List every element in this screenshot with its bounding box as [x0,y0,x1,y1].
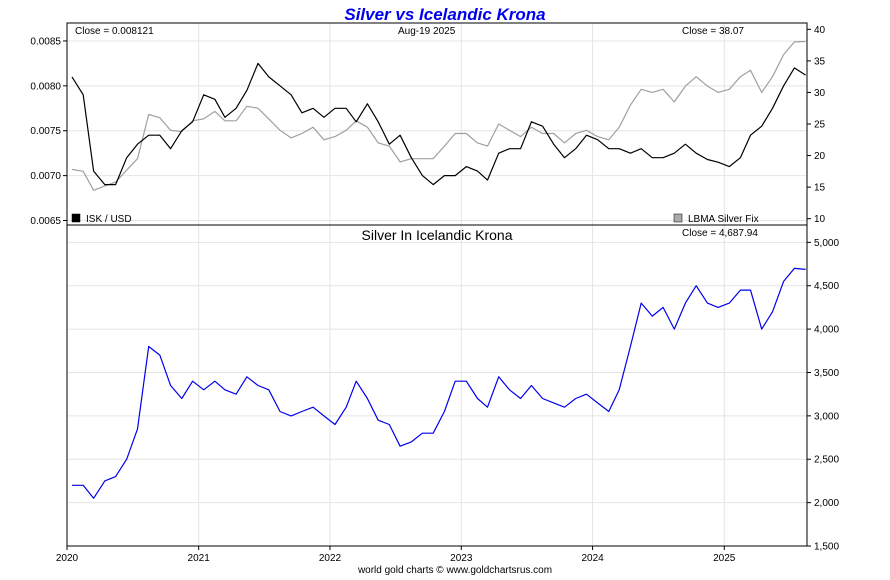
x-tick-label: 2021 [188,553,211,564]
legend-swatch-silver [673,213,683,223]
top-right-tick-label: 40 [814,25,826,36]
series-line-silver-in-isk [72,267,806,499]
series-line-isk-usd [71,62,806,186]
legend-silver: LBMA Silver Fix [673,213,759,225]
top-panel-grid [66,23,807,225]
bottom-panel-series [72,267,806,499]
top-right-tick-label: 25 [814,120,826,131]
top-left-axis-ticks: 0.0065 0.0070 0.0075 0.0080 0.0085 [30,36,67,227]
x-axis-ticks: 2020 2021 2022 2023 2024 2025 [56,546,736,564]
x-tick-label: 2025 [713,553,736,564]
x-tick-label: 2024 [581,553,604,564]
bottom-right-tick-label: 2,000 [814,498,839,509]
top-right-tick-label: 15 [814,183,826,194]
top-right-tick-label: 10 [814,214,826,225]
x-tick-label: 2020 [56,553,79,564]
bottom-right-axis-ticks: 1,500 2,000 2,500 3,000 3,500 4,000 4,500 5,000 [807,238,839,553]
legend-isk: ISK / USD [71,213,132,225]
bottom-right-tick-label: 3,500 [814,368,839,379]
top-left-tick-label: 0.0085 [30,36,61,47]
top-right-tick-label: 20 [814,151,826,162]
top-right-tick-label: 35 [814,56,826,67]
bottom-right-tick-label: 5,000 [814,238,839,249]
series-line-lbma-silver-fix [71,40,806,191]
bottom-right-tick-label: 1,500 [814,542,839,553]
bottom-right-tick-label: 3,000 [814,411,839,422]
top-right-close-label: Close = 38.07 [682,26,744,37]
bottom-right-tick-label: 4,000 [814,325,839,336]
legend-label-silver: LBMA Silver Fix [688,214,759,225]
top-left-tick-label: 0.0080 [30,81,61,92]
bottom-close-label: Close = 4,687.94 [682,228,758,239]
top-panel-series [71,40,806,191]
top-left-tick-label: 0.0065 [30,216,61,227]
x-tick-label: 2023 [450,553,473,564]
bottom-right-tick-label: 4,500 [814,281,839,292]
footer-credit: world gold charts © www.goldchartsrus.co… [357,565,552,575]
top-left-close-label: Close = 0.008121 [75,26,154,37]
top-date-label: Aug-19 2025 [398,26,456,37]
top-right-axis-ticks: 10 15 20 25 30 35 40 [807,25,826,225]
top-right-tick-label: 30 [814,88,826,99]
legend-swatch-isk [71,213,81,223]
legend-label-isk: ISK / USD [86,214,132,225]
bottom-right-tick-label: 2,500 [814,455,839,466]
top-left-tick-label: 0.0075 [30,126,61,137]
x-tick-label: 2022 [319,553,342,564]
bottom-panel-frame [66,224,808,547]
bottom-panel-title: Silver In Icelandic Krona [362,227,513,243]
chart-title: Silver vs Icelandic Krona [344,5,545,24]
top-left-tick-label: 0.0070 [30,171,61,182]
